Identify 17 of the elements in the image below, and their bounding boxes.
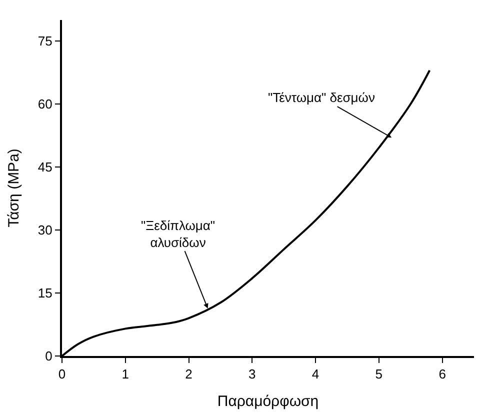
- x-tick-label: 0: [58, 366, 66, 382]
- x-tick-label: 5: [375, 366, 383, 382]
- y-tick-label: 45: [38, 160, 52, 175]
- x-axis-title: Παραμόρφωση: [217, 393, 319, 410]
- y-tick-label: 30: [38, 222, 52, 238]
- x-tick-label: 6: [438, 366, 446, 382]
- x-tick-label: 4: [312, 366, 320, 382]
- x-tick-label: 2: [185, 366, 192, 382]
- x-tick-label: 3: [248, 366, 256, 382]
- y-axis-title: Τάση (MPa): [6, 148, 23, 228]
- y-tick-label: 15: [38, 286, 52, 301]
- annotation: "Ξεδίπλωμα" αλυσίδων: [141, 218, 216, 250]
- annotation: "Τέντωμα" δεσμών: [268, 90, 375, 105]
- x-tick-label: 1: [122, 366, 129, 382]
- y-tick-label: 75: [38, 34, 52, 49]
- y-tick-label: 0: [45, 348, 52, 364]
- y-tick-label: 60: [38, 96, 52, 112]
